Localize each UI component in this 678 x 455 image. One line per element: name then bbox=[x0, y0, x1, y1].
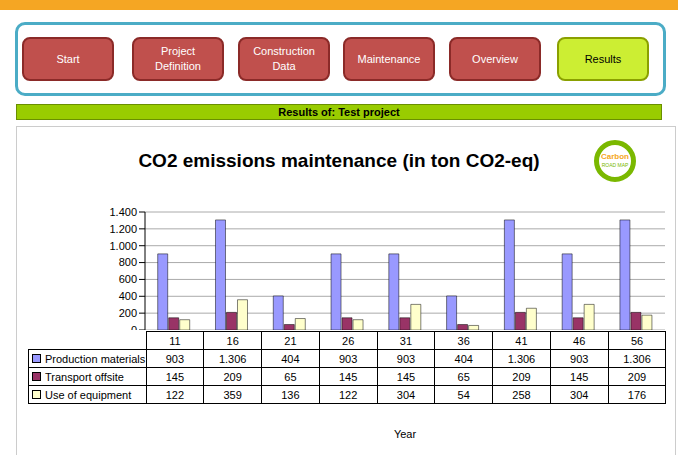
html-text:65: 65 bbox=[284, 370, 297, 383]
html-text:46: 46 bbox=[573, 334, 586, 347]
html-text:903: 903 bbox=[396, 352, 416, 365]
html-text:CO2 emissions maintenance (in: CO2 emissions maintenance (in ton CO2-eq… bbox=[138, 150, 540, 171]
svg-text:0: 0 bbox=[131, 324, 137, 330]
html-text:Use of equipment: Use of equipment bbox=[45, 388, 132, 401]
html-text:31: 31 bbox=[399, 334, 413, 347]
html-text:1.306: 1.306 bbox=[623, 352, 651, 365]
html-text:Results of: Test project: Results of: Test project bbox=[278, 106, 400, 118]
svg-text:1.200: 1.200 bbox=[109, 223, 137, 235]
svg-text:1.400: 1.400 bbox=[109, 206, 137, 218]
html-text:54: 54 bbox=[457, 388, 470, 401]
html-text:Project Definition: Project Definition bbox=[155, 45, 201, 72]
svg-text:800: 800 bbox=[119, 256, 137, 268]
svg-text:600: 600 bbox=[119, 273, 137, 285]
html-text:122: 122 bbox=[165, 388, 185, 401]
html-text:36: 36 bbox=[457, 334, 470, 347]
html-text:Results: Results bbox=[584, 52, 622, 65]
html-text:209: 209 bbox=[627, 370, 647, 383]
html-text:209: 209 bbox=[223, 370, 242, 383]
html-text:Transport offsite: Transport offsite bbox=[45, 370, 124, 383]
svg-text:400: 400 bbox=[119, 290, 137, 302]
html-text:903: 903 bbox=[339, 352, 358, 365]
html-text:304: 304 bbox=[570, 388, 589, 401]
html-text:404: 404 bbox=[281, 352, 300, 365]
html-text:209: 209 bbox=[512, 370, 531, 383]
html-text:258: 258 bbox=[512, 388, 531, 401]
svg-text:200: 200 bbox=[119, 307, 137, 319]
html-text:359: 359 bbox=[223, 388, 242, 401]
html-text:903: 903 bbox=[165, 352, 185, 365]
html-text:ROAD MAP: ROAD MAP bbox=[601, 162, 629, 168]
html-text:26: 26 bbox=[342, 334, 355, 347]
html-text:Construction Data: Construction Data bbox=[253, 45, 315, 72]
html-text:11: 11 bbox=[169, 334, 181, 347]
html-text:903: 903 bbox=[570, 352, 589, 365]
html-text:145: 145 bbox=[339, 370, 358, 383]
html-text:122: 122 bbox=[339, 388, 358, 401]
svg-text:1.000: 1.000 bbox=[109, 240, 137, 252]
html-text:65: 65 bbox=[457, 370, 470, 383]
html-text:145: 145 bbox=[396, 370, 416, 383]
html-text:Maintenance: Maintenance bbox=[357, 52, 421, 65]
html-text:Year: Year bbox=[393, 428, 417, 440]
html-text:1.306: 1.306 bbox=[507, 352, 536, 365]
html-text:Production materials: Production materials bbox=[45, 352, 146, 365]
html-text:136: 136 bbox=[281, 388, 300, 401]
html-text:41: 41 bbox=[515, 334, 528, 347]
html-text:Start: Start bbox=[56, 52, 80, 65]
html-text:1.306: 1.306 bbox=[218, 352, 247, 365]
html-text:56: 56 bbox=[630, 334, 644, 347]
html-text:Overview: Overview bbox=[472, 52, 518, 65]
html-text:145: 145 bbox=[570, 370, 589, 383]
html-text:21: 21 bbox=[284, 334, 297, 347]
html-text:304: 304 bbox=[396, 388, 416, 401]
html-text:404: 404 bbox=[454, 352, 473, 365]
html-text:16: 16 bbox=[226, 334, 239, 347]
html-text:Carbon: Carbon bbox=[601, 152, 629, 161]
html-text:176: 176 bbox=[627, 388, 647, 401]
html-text:145: 145 bbox=[165, 370, 185, 383]
